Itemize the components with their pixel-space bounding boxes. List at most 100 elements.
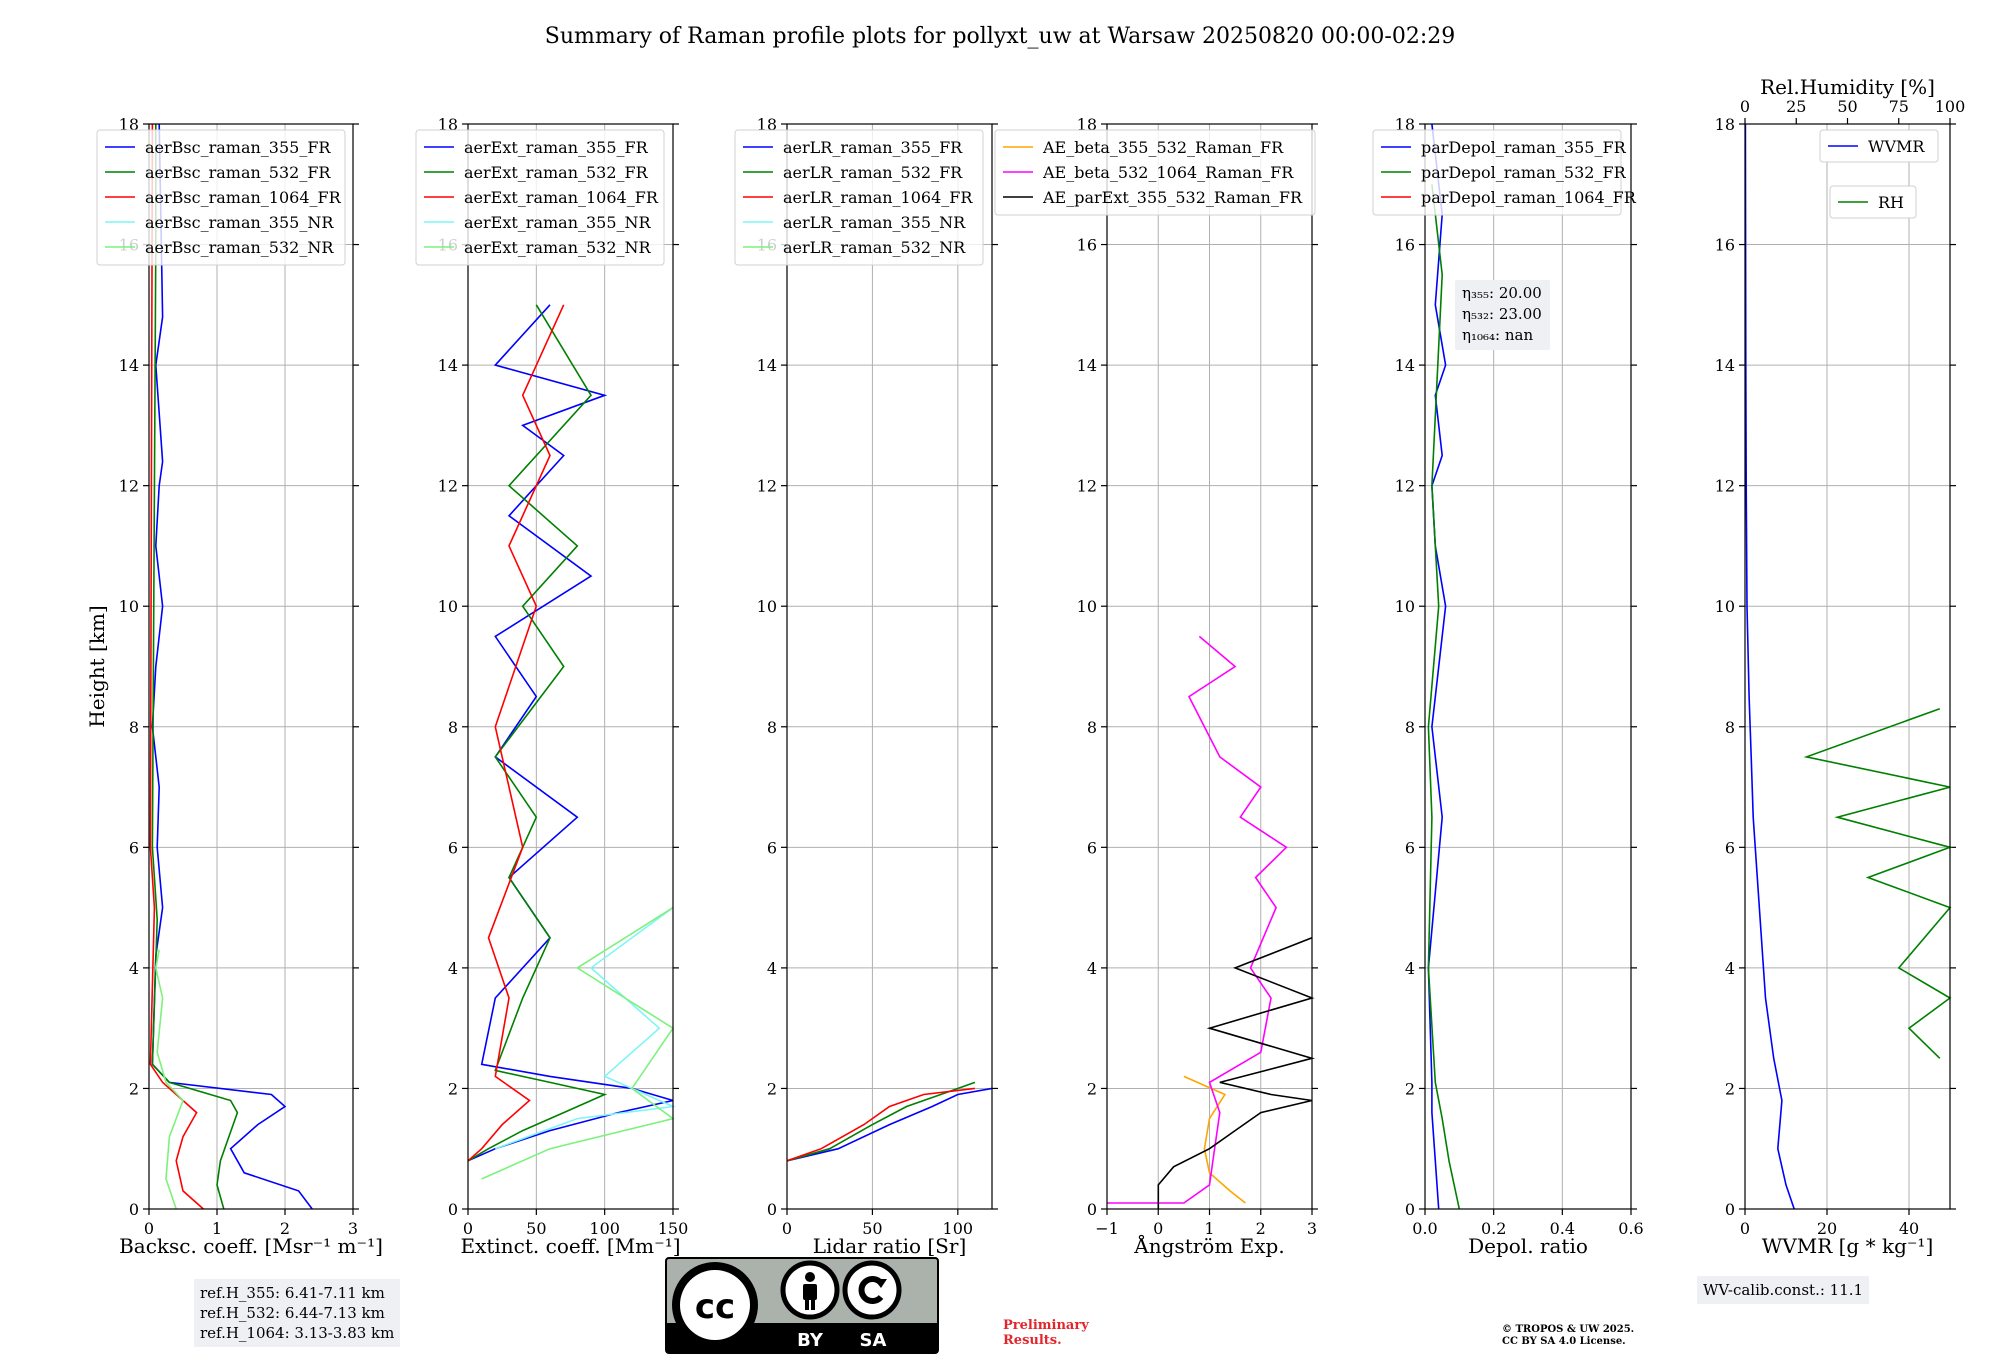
- legend-entry: parDepol_raman_532_FR: [1421, 163, 1627, 182]
- y-tick-label: 8: [448, 718, 458, 737]
- legend-box: [415, 129, 665, 266]
- x-axis-label: Backsc. coeff. [Msr⁻¹ m⁻¹]: [119, 1234, 383, 1258]
- legend-entry: parDepol_raman_355_FR: [1421, 138, 1627, 157]
- ref-height-1064: ref.H_1064: 3.13-3.83 km: [200, 1324, 395, 1342]
- y-tick-label: 0: [448, 1200, 458, 1219]
- y-tick-label: 4: [767, 959, 777, 978]
- y-tick-label: 18: [1395, 115, 1415, 134]
- series-line-aerExt_raman_532_NR: [481, 906, 675, 1180]
- y-tick-label: 12: [119, 477, 139, 496]
- y-tick-label: 16: [1395, 236, 1415, 255]
- legend-entry: aerExt_raman_355_FR: [464, 138, 649, 157]
- y-tick-label: 10: [438, 597, 458, 616]
- series-line-aerBsc_raman_532_FR: [151, 124, 239, 1210]
- annotation-box: [1455, 280, 1550, 350]
- legend: aerLR_raman_355_FR aerLR_raman_532_FR aerL…: [734, 129, 984, 266]
- y-tick-label: 10: [1077, 597, 1097, 616]
- top-x-tick-label: 0: [1740, 97, 1750, 116]
- y-tick-label: 6: [1725, 838, 1735, 857]
- x-tick-label: 20: [1817, 1219, 1837, 1238]
- y-tick-label: 6: [767, 838, 777, 857]
- y-tick-label: 10: [757, 597, 777, 616]
- ref-height-355: ref.H_355: 6.41-7.11 km: [200, 1284, 385, 1302]
- legend-box-wvmr: [1819, 129, 1939, 163]
- cc-license-logo: cc BY SA: [665, 1257, 939, 1354]
- copyright-line-1: © TROPOS & UW 2025.: [1502, 1324, 1635, 1335]
- reference-height-box: ref.H_355: 6.41-7.11 km ref.H_532: 6.44-…: [194, 1279, 401, 1347]
- x-tick-label: 0.2: [1481, 1219, 1506, 1238]
- y-tick-label: 12: [1395, 477, 1415, 496]
- series-line-aerExt_raman_532_FR: [467, 304, 608, 1162]
- y-tick-label: 18: [1715, 115, 1735, 134]
- x-tick-label: 1: [1204, 1219, 1214, 1238]
- y-tick-label: 6: [1087, 838, 1097, 857]
- x-tick-label: 0.6: [1618, 1219, 1643, 1238]
- y-tick-label: 0: [767, 1200, 777, 1219]
- panel-3: 024681012141618050100Lidar ratio [Sr]aer…: [734, 115, 998, 1258]
- legend-box: [734, 129, 984, 266]
- y-tick-label: 14: [1395, 356, 1415, 375]
- y-tick-label: 18: [119, 115, 139, 134]
- legend-entry: aerLR_raman_355_FR: [783, 138, 963, 157]
- preliminary-line-2: Results.: [1003, 1333, 1062, 1348]
- y-tick-label: 8: [1405, 718, 1415, 737]
- legend-entry: aerExt_raman_532_FR: [464, 163, 649, 182]
- y-tick-label: 2: [1087, 1079, 1097, 1098]
- legend-entry: aerExt_raman_1064_FR: [464, 188, 659, 207]
- x-tick-label: 0: [144, 1219, 154, 1238]
- y-tick-label: 8: [129, 718, 139, 737]
- y-tick-label: 10: [119, 597, 139, 616]
- axes-frame: [1106, 123, 1313, 1210]
- y-tick-label: 10: [1715, 597, 1735, 616]
- series-line-WVMR: [1744, 123, 1795, 1210]
- preliminary-results-note: Preliminary Results.: [1003, 1318, 1089, 1348]
- legend-entry: AE_beta_355_532_Raman_FR: [1042, 138, 1284, 157]
- x-tick-label: 0.4: [1550, 1219, 1575, 1238]
- x-tick-label: 100: [943, 1219, 974, 1238]
- y-tick-label: 16: [1715, 236, 1735, 255]
- y-tick-label: 8: [1725, 718, 1735, 737]
- x-axis-label: Depol. ratio: [1468, 1234, 1588, 1258]
- annotation-line: η₅₃₂: 23.00: [1462, 305, 1542, 323]
- y-tick-label: 10: [1395, 597, 1415, 616]
- x-tick-label: 2: [1256, 1219, 1266, 1238]
- x-axis-label: Extinct. coeff. [Mm⁻¹]: [460, 1234, 680, 1258]
- legend: aerExt_raman_355_FR aerExt_raman_532_FRae…: [415, 129, 665, 266]
- axes-frame: [1744, 123, 1951, 1210]
- top-x-tick-label: 25: [1786, 97, 1806, 116]
- copyright-line-2: CC BY SA 4.0 License.: [1502, 1336, 1626, 1347]
- axes-frame: [467, 123, 674, 1210]
- series-line-aerLR_raman_532_FR: [786, 1081, 976, 1162]
- y-tick-label: 0: [1087, 1200, 1097, 1219]
- y-tick-label: 16: [1077, 236, 1097, 255]
- y-axis-label: Height [km]: [85, 605, 109, 727]
- annotation-line: η₁₀₆₄: nan: [1462, 326, 1533, 344]
- x-axis-label: Ångström Exp.: [1133, 1233, 1284, 1258]
- wv-calibration-box: WV-calib.const.: 11.1: [1697, 1276, 1870, 1304]
- svg-text:cc: cc: [695, 1287, 735, 1327]
- y-tick-label: 6: [448, 838, 458, 857]
- legend-entry: AE_parExt_355_532_Raman_FR: [1042, 188, 1303, 207]
- x-tick-label: 0.0: [1412, 1219, 1437, 1238]
- legend-entry: aerLR_raman_1064_FR: [783, 188, 973, 207]
- legend-entry: aerBsc_raman_355_FR: [145, 138, 331, 157]
- y-tick-label: 4: [129, 959, 139, 978]
- legend: AE_beta_355_532_Raman_FR AE_beta_532_1064…: [994, 129, 1316, 216]
- legend-entry: aerExt_raman_532_NR: [464, 238, 652, 257]
- cc-sa-label: SA: [860, 1330, 887, 1351]
- x-tick-label: 0: [463, 1219, 473, 1238]
- x-tick-label: 100: [589, 1219, 620, 1238]
- y-tick-label: 4: [448, 959, 458, 978]
- panel-1: 0246810121416180123Backsc. coeff. [Msr⁻¹…: [85, 115, 383, 1258]
- y-tick-label: 14: [1077, 356, 1097, 375]
- y-tick-label: 18: [1077, 115, 1097, 134]
- panel-2: 024681012141618050100150Extinct. coeff. …: [415, 115, 688, 1258]
- x-tick-label: 50: [526, 1219, 546, 1238]
- legend-box: [994, 129, 1316, 216]
- x-tick-label: 0: [1740, 1219, 1750, 1238]
- x-tick-label: 3: [1307, 1219, 1317, 1238]
- legend-box-rh: [1829, 185, 1917, 219]
- legend-entry: aerBsc_raman_532_NR: [145, 238, 334, 257]
